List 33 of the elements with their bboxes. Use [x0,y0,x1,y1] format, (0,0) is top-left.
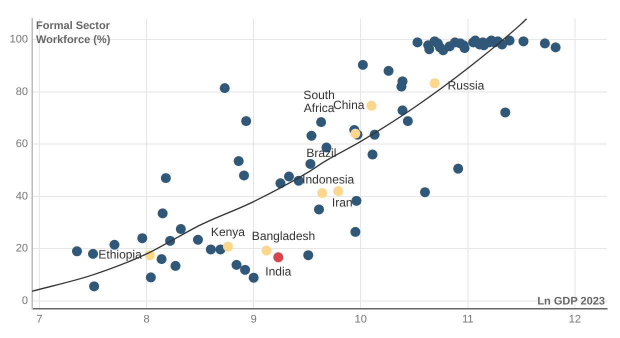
point [350,128,360,139]
point [222,242,233,252]
y-tick-label: 100 [10,34,28,46]
y-tick-label: 60 [16,138,28,150]
annotation: Brazil [306,146,336,160]
y-axis-title: Formal Sector Workforce (%) [36,20,111,46]
annotation: Iran [332,195,353,210]
annotation: Russia [448,78,485,92]
x-tick-label: 7 [36,313,43,326]
point [261,246,272,256]
x-tick-label: 10 [354,313,367,326]
line-series [32,18,528,292]
point [333,186,344,196]
point [317,188,328,198]
y-tick-label: 40 [16,190,28,202]
annotation: Kenya [210,224,246,239]
annotation: Ethiopia [98,248,142,262]
y-tick-label: 80 [16,86,28,98]
annotation: South Africa [303,88,335,115]
x-tick-label: 8 [144,313,150,326]
annotation: Indonesia [302,172,355,186]
annotation: China [333,98,365,112]
x-axis-title: Ln GDP 2023 [537,295,605,308]
x-tick-label: 11 [462,313,474,326]
x-tick-label: 9 [250,313,257,326]
y-tick-label: 0 [22,294,28,307]
x-tick-label: 12 [568,313,581,326]
point [430,78,440,88]
point [366,100,376,111]
point [273,252,284,262]
annotation: India [265,264,292,279]
annotation: Bangladesh [252,228,316,243]
y-tick-label: 20 [16,242,28,255]
